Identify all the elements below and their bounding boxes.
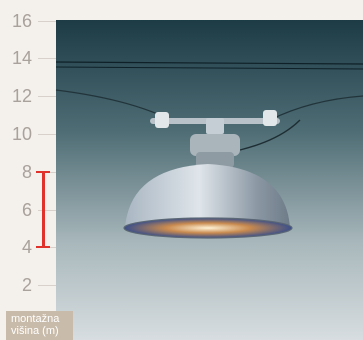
height-scale: 2 4 6 8 10 12 14 16	[0, 0, 56, 340]
tick-line	[38, 20, 56, 22]
tick-line	[38, 134, 56, 135]
tick-label: 16	[11, 10, 32, 31]
tick-line	[38, 58, 56, 60]
axis-caption-line2: višina (m)	[11, 325, 59, 337]
range-top-cap	[36, 170, 50, 173]
axis-caption-line1: montažna	[11, 313, 60, 325]
mounting-height-range-bar	[42, 171, 45, 248]
tick-label: 4	[21, 237, 32, 258]
tick-label: 2	[21, 275, 32, 296]
tick-line	[38, 285, 56, 287]
range-bottom-cap	[36, 246, 50, 249]
tick-label: 6	[21, 199, 32, 220]
tick-label: 8	[21, 161, 32, 182]
tick-label: 12	[11, 86, 32, 107]
tick-line	[38, 96, 56, 98]
tick-line	[38, 209, 56, 211]
tick-label: 10	[11, 124, 32, 144]
axis-caption: montažna višina (m)	[6, 311, 73, 340]
tick-label: 14	[11, 48, 32, 69]
